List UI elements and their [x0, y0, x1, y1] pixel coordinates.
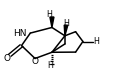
Text: O: O — [3, 54, 10, 63]
Text: HN: HN — [13, 29, 26, 38]
Polygon shape — [64, 25, 67, 36]
Text: H: H — [46, 10, 52, 20]
Text: H: H — [92, 37, 98, 46]
Text: H: H — [47, 61, 53, 70]
Text: O: O — [31, 57, 38, 66]
Text: H: H — [62, 19, 68, 28]
Polygon shape — [49, 17, 53, 27]
